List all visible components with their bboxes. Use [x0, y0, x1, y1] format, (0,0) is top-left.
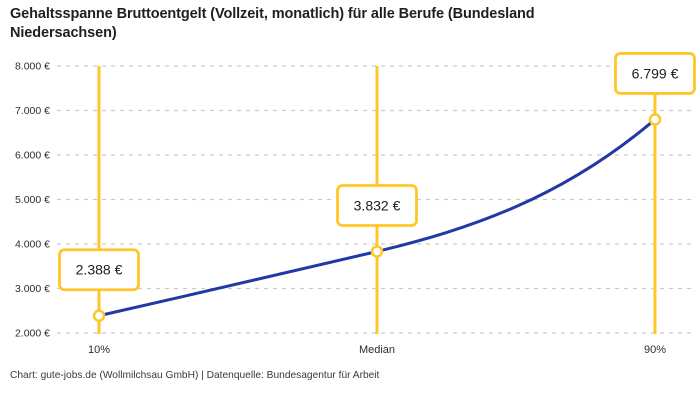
- data-point-marker: [92, 309, 106, 322]
- y-axis-tick-label: 3.000 €: [15, 283, 50, 295]
- chart-title-line1: Gehaltsspanne Bruttoentgelt (Vollzeit, m…: [10, 6, 535, 22]
- y-axis-tick-label: 6.000 €: [15, 150, 50, 162]
- data-point-marker: [648, 113, 662, 126]
- value-label-box: [336, 184, 418, 227]
- value-label: 6.799 €: [632, 65, 679, 81]
- chart-title: Gehaltsspanne Bruttoentgelt (Vollzeit, m…: [10, 5, 630, 43]
- chart-title-line2: Niedersachsen): [10, 25, 117, 41]
- x-axis-tick-label: Median: [359, 344, 395, 356]
- value-label-box: [58, 248, 140, 292]
- data-point-marker: [370, 245, 384, 258]
- x-axis-tick-label: 10%: [88, 344, 110, 356]
- x-axis-tick-label: 90%: [644, 344, 666, 356]
- value-label: 2.388 €: [76, 262, 123, 278]
- value-label-box: [614, 52, 696, 95]
- y-axis-tick-label: 4.000 €: [15, 239, 50, 251]
- y-axis-tick-label: 8.000 €: [15, 61, 50, 73]
- value-label: 3.832 €: [354, 197, 401, 213]
- y-axis-tick-label: 5.000 €: [15, 194, 50, 206]
- y-axis-tick-label: 2.000 €: [15, 328, 50, 340]
- chart-attribution: Chart: gute-jobs.de (Wollmilchsau GmbH) …: [10, 370, 380, 381]
- y-axis-tick-label: 7.000 €: [15, 105, 50, 117]
